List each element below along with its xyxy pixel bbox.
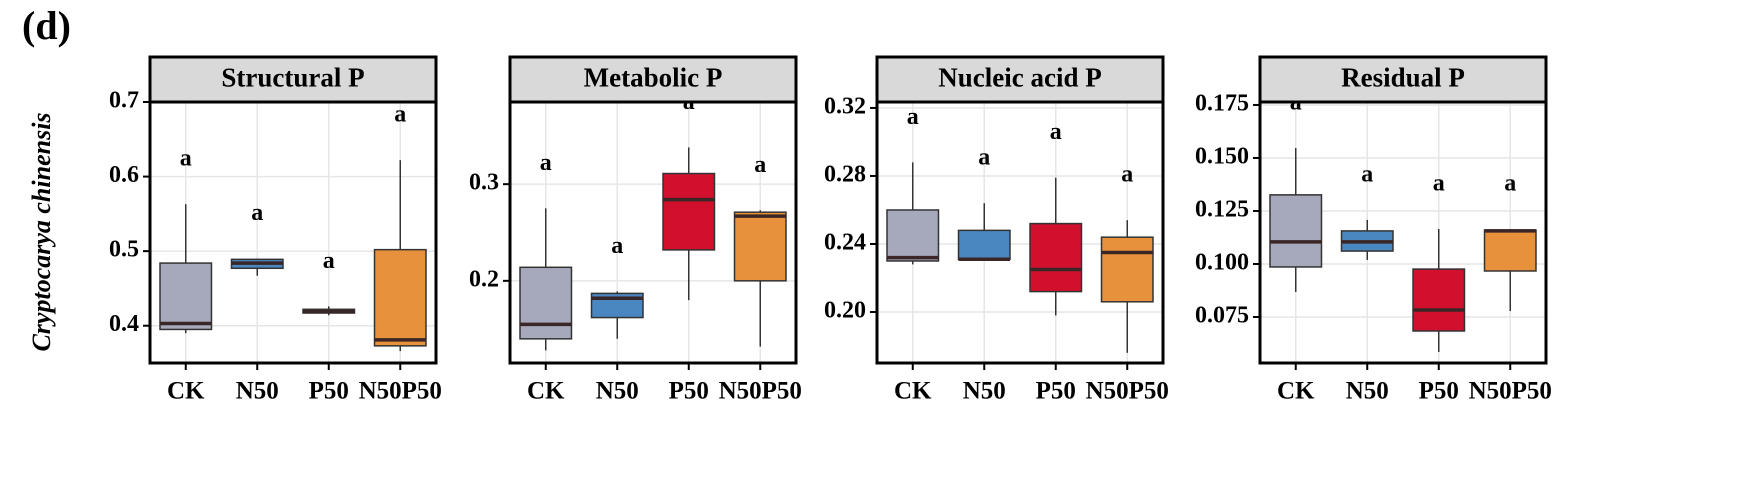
panel-title: Nucleic acid P xyxy=(938,63,1101,93)
y-tick-label: 0.3 xyxy=(469,170,499,196)
significance-letter: a xyxy=(978,145,990,171)
x-tick-label: P50 xyxy=(669,378,709,405)
significance-letter: a xyxy=(1433,171,1445,197)
x-tick-label: N50P50 xyxy=(359,378,442,405)
x-tick-label: N50P50 xyxy=(1086,378,1169,405)
box xyxy=(1029,222,1083,293)
box xyxy=(1269,194,1323,268)
strip xyxy=(508,55,798,104)
significance-letter: a xyxy=(251,200,263,226)
y-tick-label: 0.175 xyxy=(1195,90,1249,116)
x-tick-label: CK xyxy=(167,378,205,405)
y-tick-label: 0.6 xyxy=(109,162,139,188)
x-tick-label: N50 xyxy=(1346,378,1389,405)
y-tick-label: 0.100 xyxy=(1195,249,1249,275)
x-tick-label: CK xyxy=(1277,378,1315,405)
x-tick-label: P50 xyxy=(1036,378,1076,405)
significance-letter: a xyxy=(180,146,192,172)
y-tick-label: 0.075 xyxy=(1195,302,1249,328)
y-axis-label: Cryptocarya chinensis xyxy=(27,112,56,351)
y-tick-label: 0.20 xyxy=(824,297,866,323)
box xyxy=(373,248,427,347)
box xyxy=(1100,236,1154,303)
x-tick-label: CK xyxy=(894,378,932,405)
x-tick-label: N50P50 xyxy=(1469,378,1552,405)
significance-letter: a xyxy=(611,233,623,259)
significance-letter: a xyxy=(323,248,335,274)
y-tick-label: 0.5 xyxy=(109,237,139,263)
box xyxy=(957,229,1011,261)
significance-letter: a xyxy=(1504,171,1516,197)
y-tick-label: 0.7 xyxy=(109,88,139,114)
x-tick-label: N50 xyxy=(596,378,639,405)
y-tick-label: 0.2 xyxy=(469,266,499,292)
box xyxy=(662,172,716,251)
box xyxy=(159,262,213,331)
strip xyxy=(875,55,1165,104)
panel-title: Metabolic P xyxy=(584,63,723,93)
strip xyxy=(1258,55,1548,104)
x-tick-label: N50 xyxy=(963,378,1006,405)
x-tick-label: N50 xyxy=(236,378,279,405)
panel-title: Structural P xyxy=(221,63,364,93)
strip xyxy=(148,55,438,104)
panel-label: (d) xyxy=(22,3,71,48)
significance-letter: a xyxy=(754,152,766,178)
box xyxy=(1412,268,1466,332)
box xyxy=(733,211,787,282)
x-tick-label: P50 xyxy=(309,378,349,405)
significance-letter: a xyxy=(394,102,406,128)
y-tick-label: 0.28 xyxy=(824,161,866,187)
y-tick-label: 0.24 xyxy=(824,229,866,255)
significance-letter: a xyxy=(1361,161,1373,187)
significance-letter: a xyxy=(1121,162,1133,188)
panel-title: Residual P xyxy=(1341,63,1465,93)
significance-letter: a xyxy=(907,104,919,130)
y-tick-label: 0.125 xyxy=(1195,196,1249,222)
y-tick-label: 0.150 xyxy=(1195,143,1249,169)
significance-letter: a xyxy=(1050,119,1062,145)
y-tick-label: 0.32 xyxy=(824,93,866,119)
x-tick-label: N50P50 xyxy=(719,378,802,405)
x-tick-label: CK xyxy=(527,378,565,405)
y-tick-label: 0.4 xyxy=(109,311,139,337)
box xyxy=(1483,229,1537,272)
x-tick-label: P50 xyxy=(1419,378,1459,405)
box xyxy=(886,209,940,262)
box xyxy=(519,266,573,340)
significance-letter: a xyxy=(540,150,552,176)
